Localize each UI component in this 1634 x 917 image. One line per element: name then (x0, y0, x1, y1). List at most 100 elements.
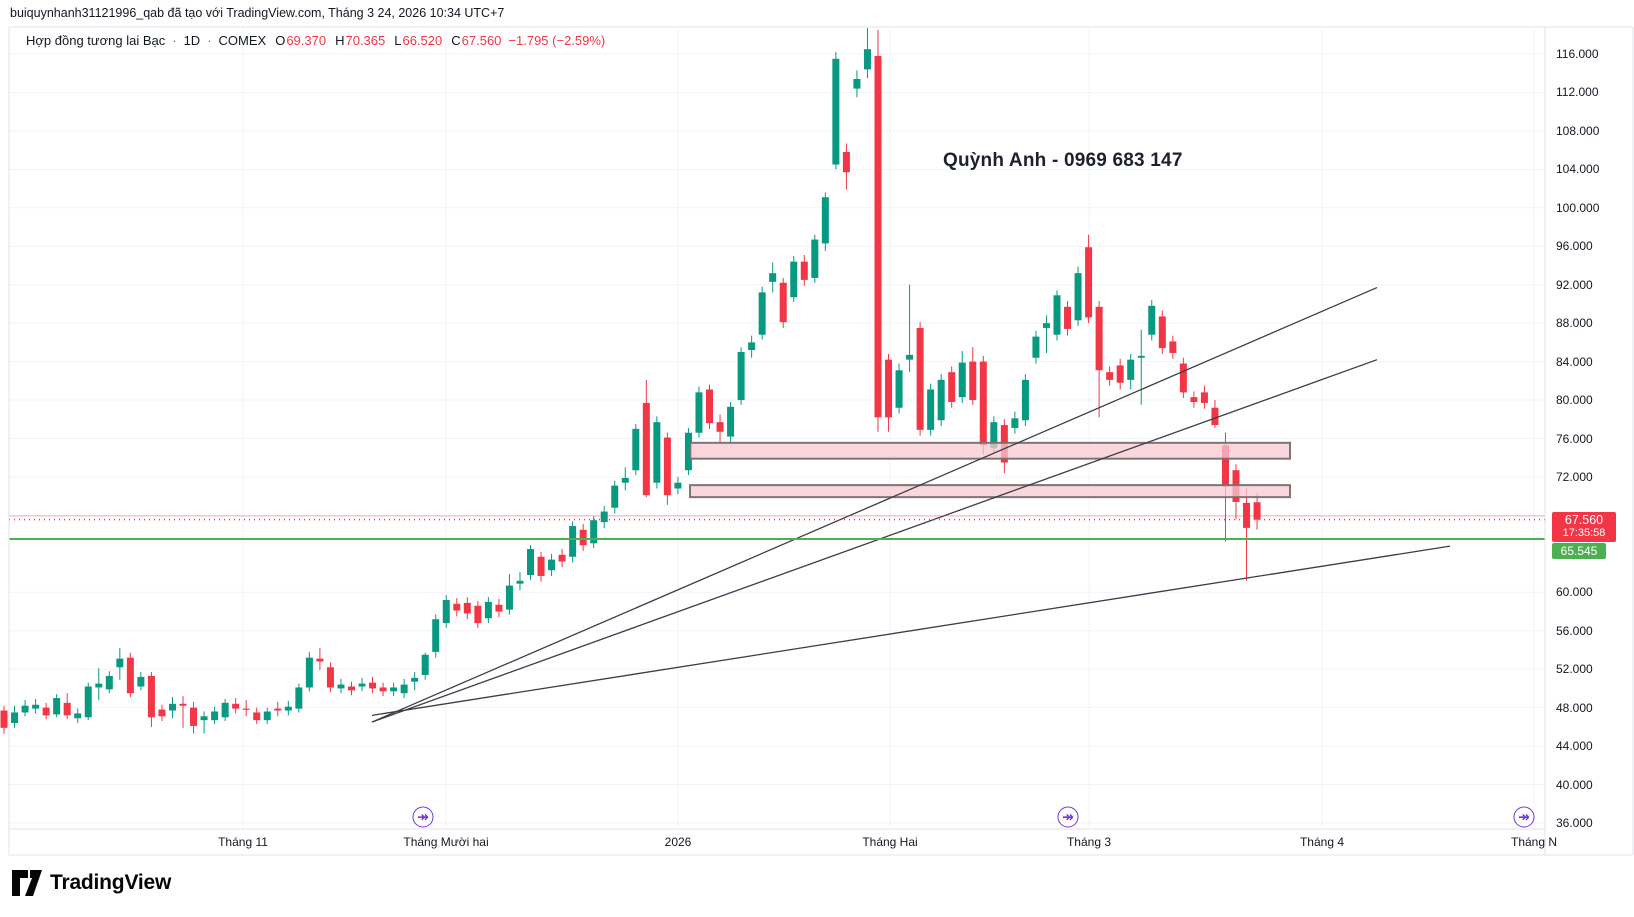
candle-body (463, 602, 471, 614)
candle-body (326, 667, 334, 688)
candle-body (579, 529, 587, 546)
candle-body (32, 704, 40, 709)
candle-body (232, 703, 240, 709)
trend-line (371, 545, 1451, 716)
candle-body (190, 707, 198, 726)
trend-line (371, 359, 1378, 723)
candle-body (1042, 323, 1050, 328)
chart-frame-border (8, 26, 1634, 856)
candle-body (316, 658, 324, 662)
candle-body (1085, 247, 1093, 318)
candle-body (832, 58, 840, 165)
candle-body (663, 437, 671, 496)
watermark-text: Quỳnh Anh - 0969 683 147 (943, 150, 1183, 171)
candle-body (1243, 502, 1251, 528)
bar-countdown: 17:35:58 (1562, 526, 1606, 539)
candle-body (927, 389, 935, 430)
candle-body (0, 710, 8, 728)
candle-body (200, 716, 208, 721)
candle-body (137, 676, 145, 687)
close-value: C67.560 (451, 33, 502, 48)
candle-body (1032, 336, 1040, 358)
interval-label[interactable]: 1D (183, 33, 201, 48)
candle-body (1074, 273, 1082, 321)
candle-body (1169, 341, 1177, 353)
candle-body (558, 554, 566, 562)
candle-body (674, 482, 682, 489)
price-tick-label: 40.000 (1556, 777, 1593, 792)
price-tick-label: 100.000 (1556, 200, 1600, 215)
candle-body (684, 432, 692, 471)
candle-body (621, 477, 629, 483)
candle-body (1137, 355, 1145, 358)
jump-to-date-icon[interactable]: ↠ (1513, 806, 1535, 828)
price-tick-label: 84.000 (1556, 354, 1593, 369)
price-tick-label: 76.000 (1556, 431, 1593, 446)
candle-body (274, 708, 282, 711)
candle-body (885, 359, 893, 418)
candle-body (748, 342, 756, 351)
candle-body (74, 713, 82, 719)
candle-body (642, 402, 650, 496)
candle-body (1011, 418, 1019, 428)
candle-body (347, 686, 355, 691)
candle-body (863, 49, 871, 70)
supply-zone (689, 484, 1291, 499)
candle-body (484, 601, 492, 619)
candle-body (390, 687, 398, 692)
candle-body (126, 657, 134, 694)
candle-body (611, 485, 619, 508)
low-value: L66.520 (394, 33, 443, 48)
candle-body (400, 684, 408, 694)
candle-body (1127, 359, 1135, 380)
price-tick-label: 96.000 (1556, 239, 1593, 254)
candle-body (716, 422, 724, 432)
candle-body (821, 197, 829, 244)
candle-body (474, 605, 482, 624)
candle-body (11, 712, 19, 724)
candle-body (453, 603, 461, 611)
price-tick-label: 48.000 (1556, 700, 1593, 715)
candle-body (379, 687, 387, 692)
candle-body (958, 362, 966, 398)
candle-body (284, 706, 292, 711)
candle-body (105, 675, 113, 690)
candle-body (758, 292, 766, 335)
time-tick-label: 2026 (664, 835, 692, 849)
candle-body (221, 702, 229, 718)
candle-body (632, 428, 640, 471)
open-value: O69.370 (275, 33, 327, 48)
price-tick-label: 116.000 (1556, 47, 1599, 61)
jump-to-date-icon[interactable]: ↠ (1057, 806, 1079, 828)
candle-body (158, 709, 166, 717)
exchange-label: COMEX (218, 33, 267, 48)
attribution-text: buiquynhanh31121996_qab đã tạo với Tradi… (10, 6, 505, 20)
candle-body (969, 361, 977, 401)
candle-body (695, 392, 703, 433)
candle-body (790, 261, 798, 298)
candle-body (442, 599, 450, 624)
candle-body (853, 78, 861, 89)
symbol-title[interactable]: Hợp đồng tương lai Bạc (26, 33, 166, 48)
candle-body (147, 675, 155, 718)
candle-body (1179, 363, 1187, 393)
candle-body (358, 683, 366, 687)
candle-body (811, 239, 819, 278)
price-tick-label: 36.000 (1556, 816, 1593, 830)
time-tick-label: Tháng Mười hai (403, 835, 489, 849)
time-tick-label: Tháng N (1510, 835, 1558, 849)
tradingview-logo-text: TradingView (50, 871, 172, 894)
separator-dot: · (207, 33, 212, 48)
candle-body (1211, 407, 1219, 426)
jump-to-date-icon[interactable]: ↠ (412, 806, 434, 828)
candle-body (706, 389, 714, 424)
last-price-value: 67.560 (1564, 512, 1604, 527)
tradingview-logo[interactable]: TradingView (12, 870, 171, 896)
candle-body (295, 687, 303, 709)
time-tick-label: Tháng Hai (862, 835, 918, 849)
last-price-badge: 67.560 17:35:58 (1552, 511, 1616, 542)
candle-body (1253, 502, 1261, 520)
price-tick-label: 104.000 (1556, 162, 1600, 177)
candle-body (906, 354, 914, 360)
